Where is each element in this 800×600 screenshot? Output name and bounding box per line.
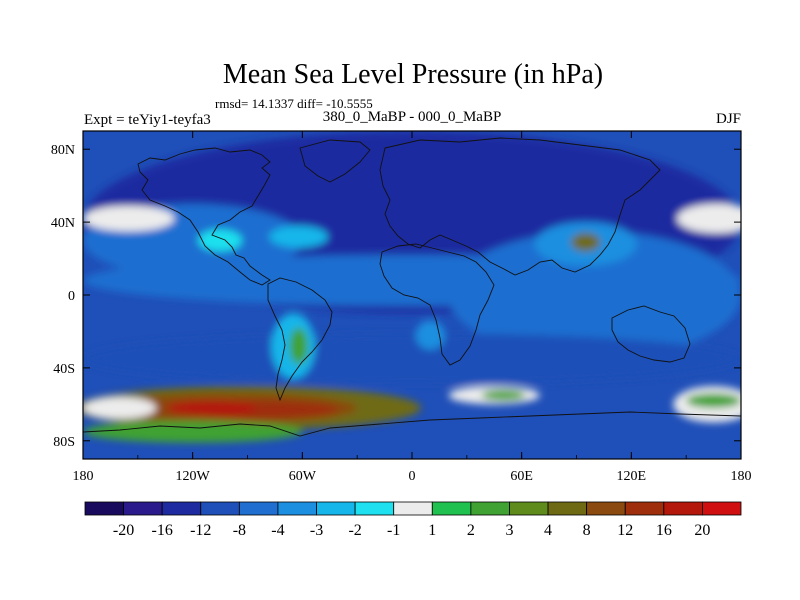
colorbar-label-0: -20	[113, 522, 134, 539]
x-tick-label-5: 120E	[617, 469, 647, 484]
colorbar-label-14: 16	[656, 522, 672, 539]
field-feature-8	[269, 225, 328, 248]
y-axis: 80N 40N 0 40S 80S	[51, 143, 741, 450]
colorbar-label-5: -3	[310, 522, 323, 539]
x-tick-label-0: 180	[73, 469, 94, 484]
colorbar-swatch-12	[547, 501, 588, 516]
colorbar-label-2: -12	[190, 522, 211, 539]
field-feature-13	[571, 233, 601, 252]
coastline-south-america	[267, 277, 333, 402]
colorbar-swatch-1	[123, 501, 163, 516]
experiment-label: Expt = teYiy1-teyfa3	[84, 112, 211, 128]
field-feature-22	[686, 393, 741, 408]
field-feature-6	[677, 203, 741, 234]
colorbar-swatch-8	[393, 501, 433, 516]
x-tick-label-6: 180	[731, 469, 752, 484]
coastline-north-america	[137, 147, 271, 286]
colorbar-swatch-4	[238, 501, 279, 516]
x-tick-label-2: 60W	[289, 469, 317, 484]
colorbar-label-1: -16	[152, 522, 173, 539]
x-tick-label-4: 60E	[510, 469, 533, 484]
colorbar-label-3: -8	[233, 522, 246, 539]
coastline-australia	[611, 305, 691, 363]
field-feature-4	[83, 333, 741, 385]
y-tick-label-1: 40N	[51, 216, 75, 231]
chart-title: Mean Sea Level Pressure (in hPa)	[223, 59, 603, 90]
y-tick-label-2: 0	[68, 289, 75, 304]
season-label: DJF	[716, 111, 741, 127]
colorbar-label-15: 20	[694, 522, 710, 539]
field-feature-3	[448, 231, 741, 359]
colorbar-swatch-6	[316, 501, 356, 516]
colorbar-swatch-15	[663, 501, 703, 516]
colorbar-swatch-0	[84, 501, 124, 516]
colorbar-label-11: 4	[544, 522, 552, 539]
x-tick-label-1: 120W	[176, 469, 211, 484]
colorbar-label-10: 3	[505, 522, 513, 539]
coastlines	[83, 137, 741, 437]
field-feature-17	[165, 400, 257, 416]
coastline-eurasia	[379, 137, 661, 276]
colorbar-swatch-5	[277, 501, 317, 516]
colorbar-swatch-16	[702, 501, 742, 516]
y-tick-label-4: 80S	[53, 435, 75, 450]
colorbar-label-4: -4	[271, 522, 284, 539]
colorbar-label-9: 2	[467, 522, 475, 539]
colorbar-label-7: -1	[387, 522, 400, 539]
colorbar-swatch-14	[624, 501, 665, 516]
colorbar-swatch-10	[470, 501, 510, 516]
colorbar-swatch-13	[586, 501, 626, 516]
coastline-antarctica	[83, 411, 741, 437]
period-label: 380_0_MaBP - 000_0_MaBP	[323, 109, 502, 125]
colorbar-swatch-11	[509, 501, 549, 516]
colorbar-label-6: -2	[348, 522, 361, 539]
colorbar-label-13: 12	[617, 522, 633, 539]
colorbar-label-8: 1	[428, 522, 436, 539]
plot-area	[83, 131, 741, 459]
x-tick-label-3: 0	[409, 469, 416, 484]
field-feature-23	[83, 397, 157, 419]
colorbar: -20 -16 -12 -8 -4 -3 -2 -1 1 2 3 4 8 12 16 20	[84, 501, 742, 539]
y-tick-label-0: 80N	[51, 143, 75, 158]
colorbar-label-12: 8	[583, 522, 591, 539]
stats-label: rmsd= 14.1337 diff= -10.5555	[215, 96, 373, 111]
field-feature-7	[198, 229, 243, 252]
x-axis: 180 120W 60W 0 60E 120E 180	[73, 131, 752, 484]
colorbar-swatch-9	[431, 501, 472, 516]
colorbar-swatch-7	[354, 501, 395, 516]
colorbar-swatch-3	[200, 501, 240, 516]
field-feature-5	[83, 205, 175, 232]
colorbar-swatch-2	[161, 501, 202, 516]
field-feature-10	[289, 327, 308, 365]
field-feature-20	[481, 389, 526, 401]
coastline-greenland	[299, 139, 371, 183]
coastline-africa	[379, 243, 495, 366]
y-tick-label-3: 40S	[53, 362, 75, 377]
pressure-field	[83, 131, 741, 443]
field-feature-18	[83, 420, 303, 443]
